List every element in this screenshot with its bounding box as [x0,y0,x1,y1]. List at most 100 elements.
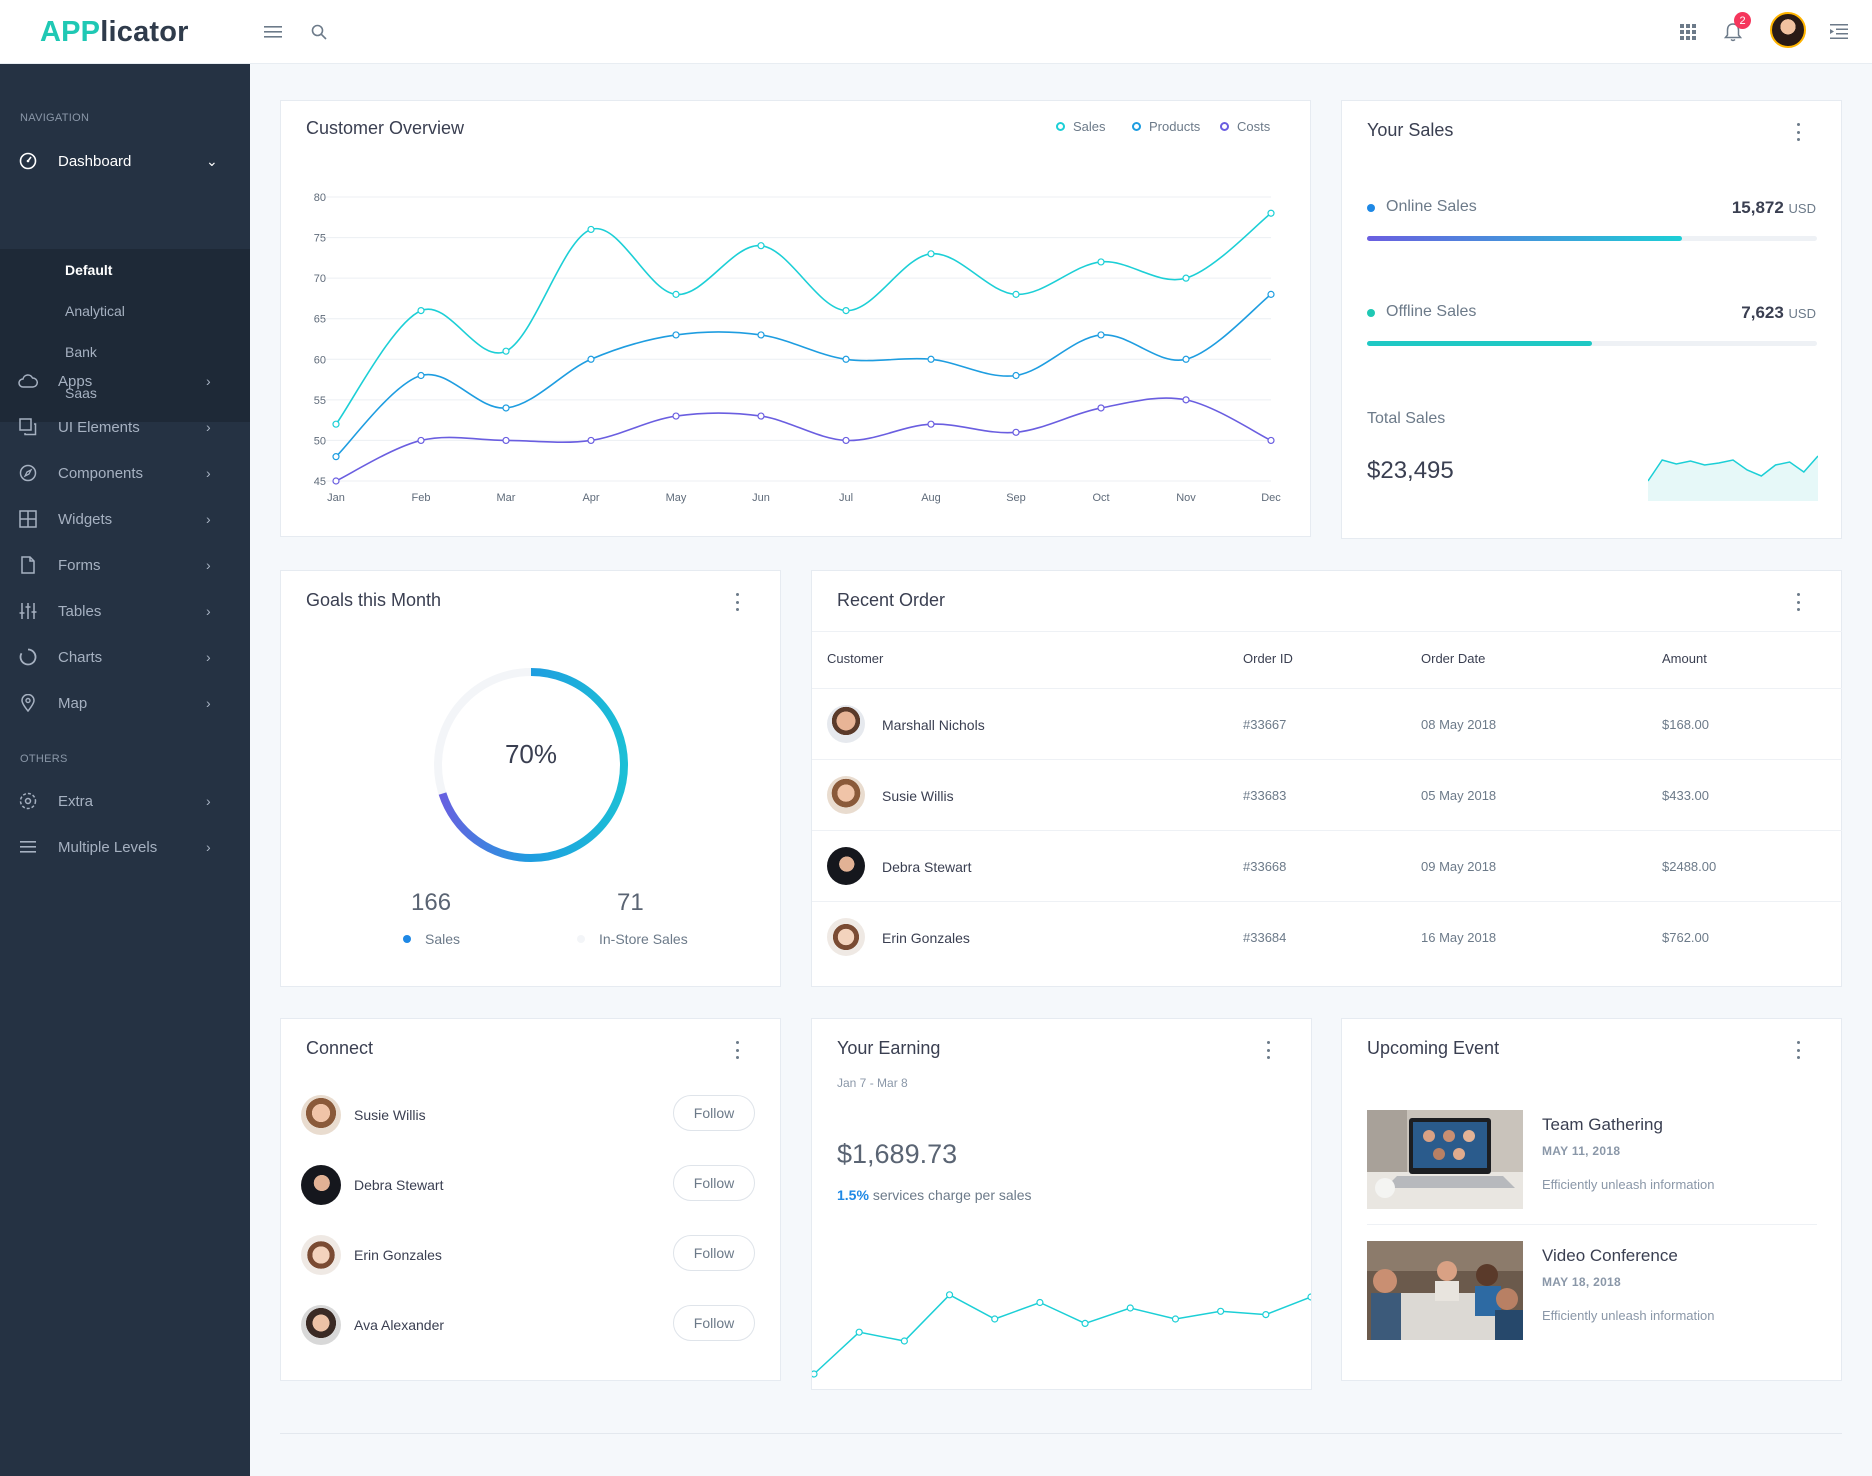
more-options-icon[interactable] [1265,1041,1271,1059]
legend-products[interactable]: Products [1132,119,1200,134]
data-point[interactable] [1036,1298,1044,1307]
more-options-icon[interactable] [1795,593,1801,611]
online-sales-value: 15,872 [1731,198,1784,217]
data-point[interactable] [757,242,765,250]
data-point[interactable] [842,307,850,315]
search-icon[interactable] [305,18,333,46]
sidebar-item-extra[interactable]: Extra › [0,778,250,824]
instore-dot [577,935,585,943]
submenu-item-bank[interactable]: Bank [65,344,97,360]
hamburger-menu-icon[interactable] [259,18,287,46]
data-point[interactable] [1217,1307,1225,1315]
data-point[interactable] [672,290,680,298]
event-title[interactable]: Video Conference [1542,1246,1678,1265]
table-row[interactable]: Marshall Nichols #33667 08 May 2018 $168… [812,688,1842,758]
data-point[interactable] [900,1337,908,1345]
table-row[interactable]: Debra Stewart #33668 09 May 2018 $2488.0… [812,830,1842,900]
data-point[interactable] [417,436,425,445]
sidebar-item-forms[interactable]: Forms › [0,542,250,588]
submenu-item-analytical[interactable]: Analytical [65,303,125,319]
sidebar-item-apps[interactable]: Apps › [0,358,250,404]
data-point[interactable] [1182,396,1190,404]
sidebar-item-multiple-levels[interactable]: Multiple Levels › [0,824,250,870]
column-header-order-date[interactable]: Order Date [1421,651,1486,666]
card-title: Recent Order [837,590,946,610]
legend-sales[interactable]: Sales [1056,119,1106,134]
more-options-icon[interactable] [1795,123,1801,141]
more-options-icon[interactable] [1795,1041,1801,1059]
data-point[interactable] [672,412,680,420]
legend-marker [1220,122,1229,131]
data-point[interactable] [1182,274,1190,282]
apps-grid-icon[interactable] [1674,18,1702,46]
data-point[interactable] [1012,371,1020,380]
data-point[interactable] [927,355,935,363]
sidebar-item-label: Components [58,464,144,482]
sidebar-item-map[interactable]: Map › [0,680,250,726]
data-point[interactable] [1097,404,1105,412]
sidebar-item-dashboard[interactable]: Dashboard ⌄ [0,138,250,184]
data-point[interactable] [1262,1310,1270,1319]
more-options-icon[interactable] [734,593,740,611]
sidebar-item-ui-elements[interactable]: UI Elements › [0,404,250,450]
sidebar-item-widgets[interactable]: Widgets › [0,496,250,542]
more-options-icon[interactable] [734,1041,740,1059]
data-point[interactable] [855,1328,863,1336]
data-point[interactable] [332,420,340,428]
submenu-item-default[interactable]: Default [65,262,113,278]
data-point[interactable] [1171,1315,1180,1323]
data-point[interactable] [991,1315,999,1323]
data-point[interactable] [1097,331,1105,339]
data-point[interactable] [1081,1319,1089,1328]
right-panel-toggle-icon[interactable] [1825,18,1853,46]
data-point[interactable] [587,225,595,234]
event-title[interactable]: Team Gathering [1542,1115,1663,1134]
submenu-item-saas[interactable]: Saas [65,385,97,401]
data-point[interactable] [587,355,595,363]
customer-name: Marshall Nichols [882,717,985,733]
data-point[interactable] [1012,428,1020,436]
table-row[interactable]: Susie Willis #33683 05 May 2018 $433.00 [812,759,1842,829]
data-point[interactable] [417,371,425,380]
data-point[interactable] [332,477,340,485]
column-header-order-id[interactable]: Order ID [1243,651,1293,666]
data-point[interactable] [417,307,425,315]
column-header-customer[interactable]: Customer [827,651,884,666]
data-point[interactable] [1267,436,1275,445]
data-point[interactable] [1182,355,1190,363]
follow-button[interactable]: Follow [673,1095,755,1131]
data-point[interactable] [1126,1304,1134,1312]
data-point[interactable] [927,420,935,428]
data-point[interactable] [945,1291,954,1299]
data-point[interactable] [757,331,765,339]
sidebar-item-components[interactable]: Components › [0,450,250,496]
data-point[interactable] [502,347,510,355]
data-point[interactable] [1012,290,1020,298]
follow-button[interactable]: Follow [673,1305,755,1341]
data-point[interactable] [332,453,340,461]
event-image-laptop[interactable] [1367,1110,1523,1209]
data-point[interactable] [812,1370,818,1378]
sidebar-item-charts[interactable]: Charts › [0,634,250,680]
event-image-meeting[interactable] [1367,1241,1523,1340]
user-avatar[interactable] [1770,12,1806,48]
data-point[interactable] [1267,290,1275,298]
data-point[interactable] [587,436,595,445]
data-point[interactable] [757,412,765,420]
data-point[interactable] [1097,258,1105,266]
sidebar-item-tables[interactable]: Tables › [0,588,250,634]
legend-costs[interactable]: Costs [1220,119,1270,134]
data-point[interactable] [1267,209,1275,217]
follow-button[interactable]: Follow [673,1235,755,1271]
column-header-amount[interactable]: Amount [1662,651,1707,666]
data-point[interactable] [1307,1293,1312,1301]
data-point[interactable] [502,404,510,412]
app-logo[interactable]: APPlicator [40,16,189,49]
follow-button[interactable]: Follow [673,1165,755,1201]
table-row[interactable]: Erin Gonzales #33684 16 May 2018 $762.00 [812,901,1842,971]
data-point[interactable] [672,331,680,339]
data-point[interactable] [502,436,510,445]
data-point[interactable] [842,436,850,445]
data-point[interactable] [927,250,935,258]
data-point[interactable] [842,355,850,363]
